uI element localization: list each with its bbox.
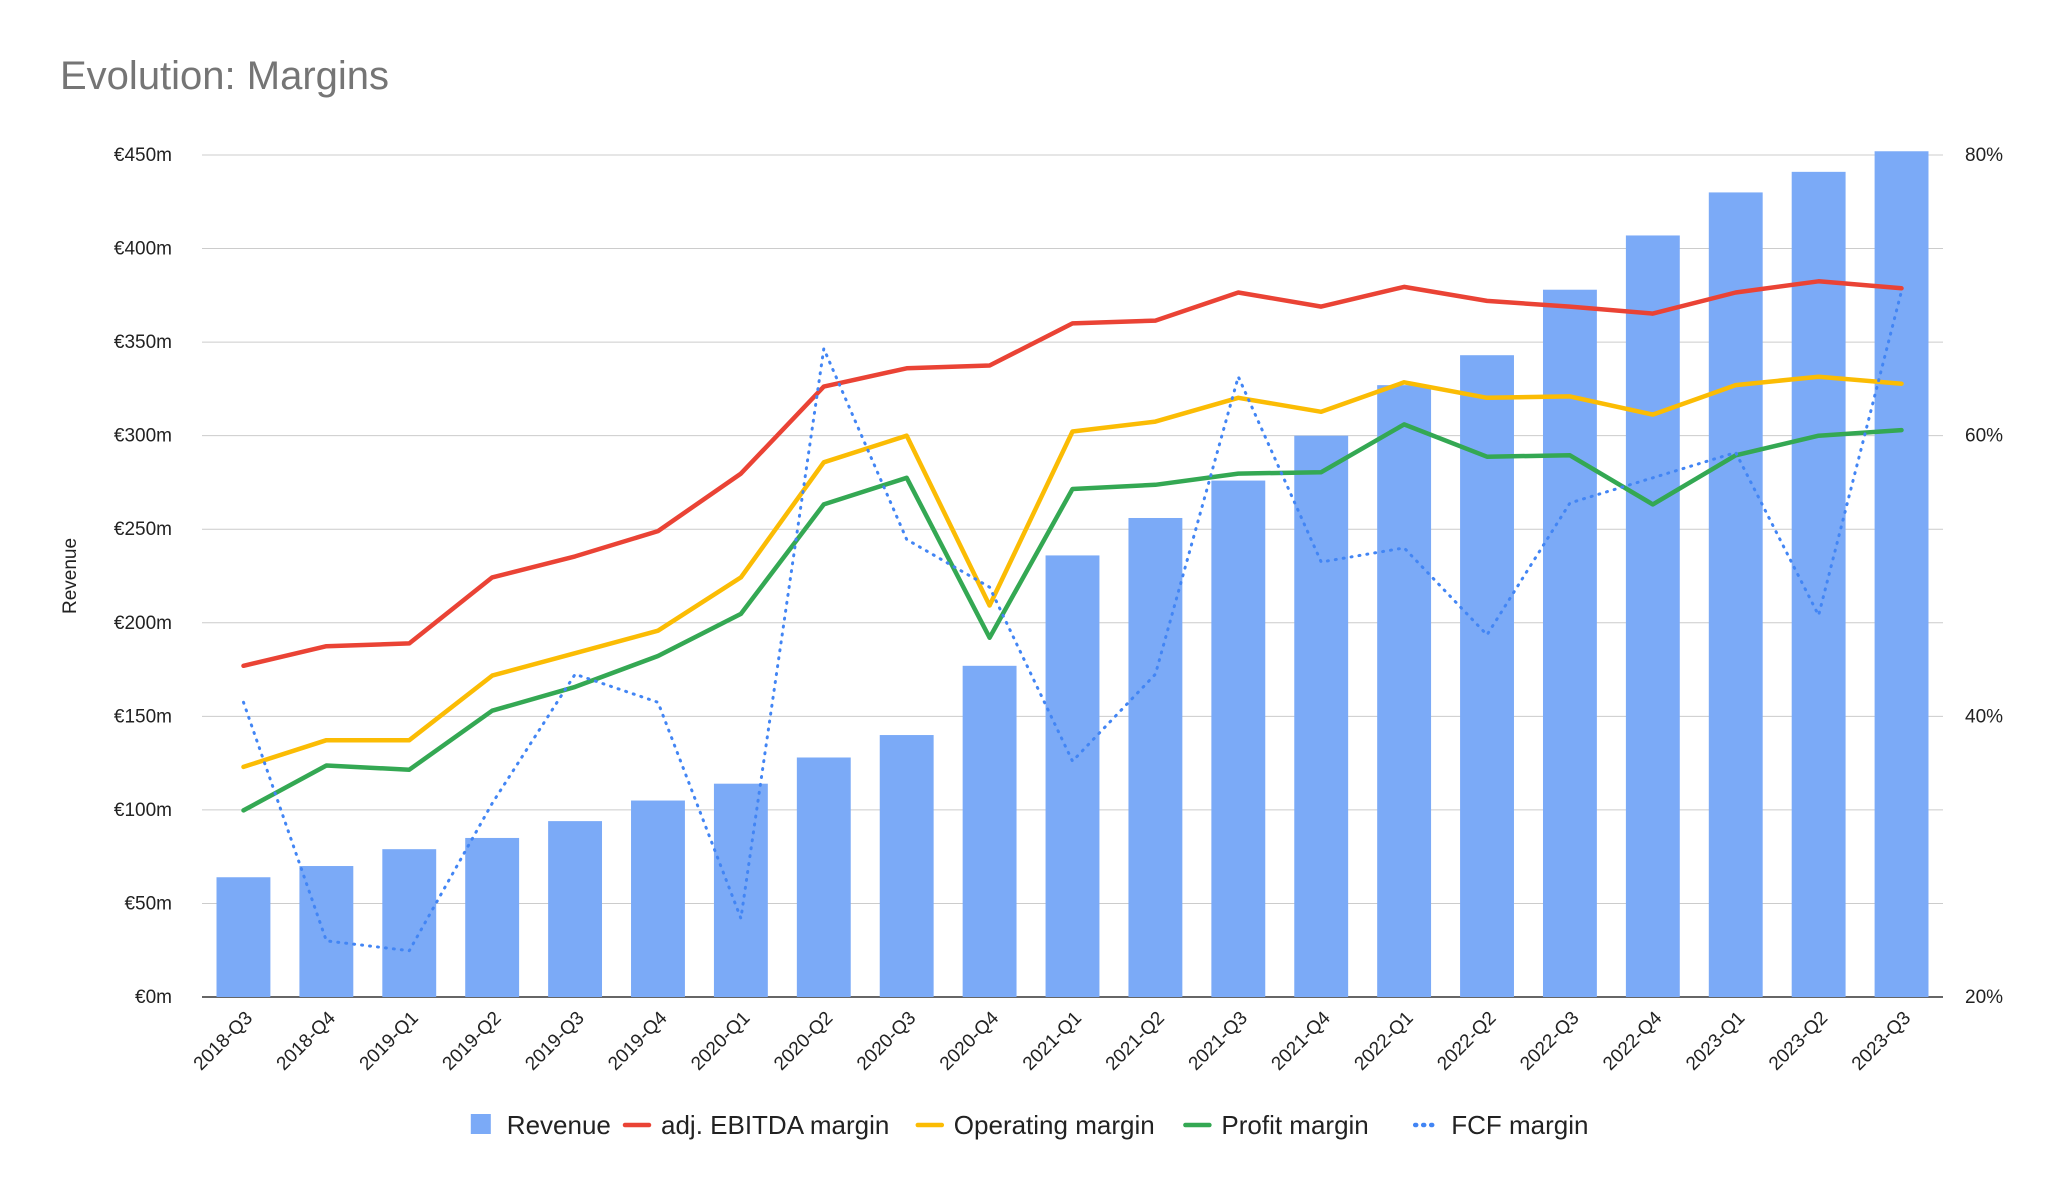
- bar-revenue: [1874, 151, 1929, 997]
- legend-label-operating-margin: Operating margin: [954, 1110, 1155, 1140]
- legend-label-revenue: Revenue: [507, 1110, 611, 1140]
- y-left-tick-label: €350m: [114, 332, 172, 353]
- line-fcf-margin: [242, 289, 1903, 953]
- bar-revenue: [1128, 517, 1183, 997]
- x-tick-label: 2019-Q1: [356, 1008, 423, 1075]
- bar-revenue: [216, 877, 271, 997]
- y-left-tick-label: €0m: [135, 987, 172, 1008]
- x-tick-label: 2018-Q4: [273, 1007, 340, 1074]
- x-tick-label: 2020-Q4: [936, 1007, 1003, 1074]
- y-left-tick-label: €50m: [124, 893, 172, 914]
- bar-revenue: [1625, 235, 1680, 998]
- bar-revenue: [962, 665, 1017, 997]
- bar-revenue: [1377, 385, 1432, 997]
- x-tick-label: 2020-Q3: [853, 1008, 920, 1075]
- y-right-tick-label: 40%: [1965, 706, 2003, 727]
- bar-revenue: [879, 735, 934, 997]
- y-left-tick-label: €250m: [114, 519, 172, 540]
- y-left-tick-label: €400m: [114, 239, 172, 260]
- x-tick-label: 2022-Q4: [1599, 1007, 1666, 1074]
- chart-title: Evolution: Margins: [60, 54, 390, 98]
- bar-revenue: [382, 849, 437, 997]
- x-tick-label: 2019-Q4: [604, 1007, 671, 1074]
- x-tick-label: 2019-Q2: [439, 1008, 506, 1075]
- x-tick-label: 2021-Q4: [1268, 1007, 1335, 1074]
- y-right-tick-label: 80%: [1965, 145, 2003, 166]
- y-left-tick-label: €300m: [114, 426, 172, 447]
- x-tick-label: 2021-Q2: [1102, 1008, 1169, 1075]
- x-tick-label: 2020-Q1: [687, 1008, 754, 1075]
- y-left-tick-label: €100m: [114, 800, 172, 821]
- bar-revenue: [1542, 289, 1597, 998]
- x-tick-label: 2022-Q3: [1516, 1008, 1583, 1075]
- y-axis-title: Revenue: [60, 538, 81, 614]
- y-right-tick-label: 20%: [1965, 987, 2003, 1008]
- line-operating-margin: [241, 374, 1904, 770]
- x-tick-label: 2022-Q1: [1351, 1008, 1418, 1075]
- x-tick-label: 2023-Q3: [1848, 1008, 1915, 1075]
- bar-revenue: [631, 800, 685, 997]
- legend-marker-revenue: [470, 1114, 491, 1134]
- bar-revenue: [1708, 192, 1763, 997]
- bar-revenue: [1460, 355, 1514, 998]
- x-tick-label: 2021-Q1: [1019, 1008, 1086, 1075]
- x-tick-label: 2018-Q3: [190, 1008, 257, 1075]
- legend-label-profit-margin: Profit margin: [1221, 1110, 1368, 1140]
- bar-revenue: [1211, 480, 1266, 997]
- legend-label-fcf-margin: FCF margin: [1451, 1110, 1588, 1140]
- y-left-tick-label: €150m: [114, 706, 172, 727]
- bar-revenue: [299, 866, 354, 997]
- legend-label-adj-ebitda-margin: adj. EBITDA margin: [661, 1110, 889, 1140]
- x-tick-label: 2019-Q3: [521, 1008, 588, 1075]
- line-adj-ebitda-margin: [241, 279, 1904, 669]
- bar-revenue: [1791, 171, 1846, 998]
- bar-revenue: [465, 837, 520, 997]
- line-profit-margin: [241, 422, 1904, 813]
- x-tick-label: 2021-Q3: [1185, 1008, 1252, 1075]
- bar-revenue: [548, 821, 603, 997]
- bar-revenue: [796, 757, 851, 997]
- y-right-tick-label: 60%: [1965, 426, 2003, 447]
- x-tick-label: 2023-Q2: [1765, 1008, 1832, 1075]
- bar-revenue: [1294, 435, 1349, 998]
- x-tick-label: 2022-Q2: [1433, 1008, 1500, 1075]
- y-left-tick-label: €450m: [114, 145, 172, 166]
- x-tick-label: 2023-Q1: [1682, 1008, 1749, 1075]
- y-left-tick-label: €200m: [114, 613, 172, 634]
- bar-revenue: [713, 783, 768, 997]
- bar-revenue: [1045, 555, 1100, 997]
- x-tick-label: 2020-Q2: [770, 1008, 837, 1075]
